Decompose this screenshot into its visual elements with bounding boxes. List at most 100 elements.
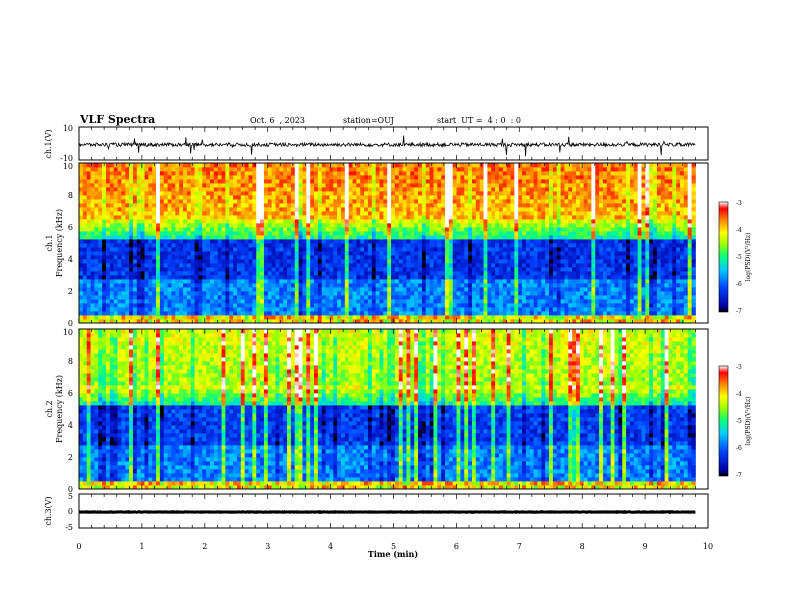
spectrogram-cell <box>683 303 689 308</box>
spectrogram-cell <box>229 259 234 264</box>
spectrogram-cell <box>391 215 396 220</box>
spectrogram-cell <box>213 315 219 320</box>
spectrogram-cell <box>310 315 315 320</box>
spectrogram-cell <box>344 279 350 284</box>
spectrogram-cell <box>560 231 565 236</box>
spectrogram-cell <box>183 287 188 292</box>
spectrogram-cell <box>445 247 450 252</box>
spectrogram-cell <box>599 279 604 284</box>
spectrogram-cell <box>383 227 388 232</box>
spectrogram-cell <box>183 299 188 304</box>
spectrogram-cell <box>564 307 569 312</box>
spectrogram-cell <box>421 315 427 320</box>
spectrogram-cell <box>360 247 365 252</box>
spectrogram-cell <box>468 283 473 288</box>
spectrogram-cell <box>302 263 307 268</box>
spectrogram-cell <box>676 211 681 216</box>
spectrogram-cell <box>109 235 115 240</box>
spectrogram-cell <box>240 259 246 264</box>
spectrogram-cell <box>136 267 142 272</box>
spectrogram-cell <box>159 211 165 216</box>
spectrogram-cell <box>568 287 573 292</box>
spectrogram-cell <box>468 271 473 276</box>
spectrogram-cell <box>660 299 665 304</box>
spectrogram-cell <box>583 299 588 304</box>
spectrogram-cell <box>117 287 122 292</box>
spectrogram-cell <box>579 291 585 296</box>
spectrogram-cell <box>156 203 161 208</box>
spectrogram-cell <box>495 291 500 296</box>
spectrogram-cell <box>653 243 658 248</box>
spectrogram-cell <box>556 307 561 312</box>
spectrogram-cell <box>333 299 338 304</box>
spectrogram-cell <box>448 211 454 216</box>
spectrogram-cell <box>421 311 427 316</box>
spectrogram-cell <box>229 307 234 312</box>
spectrogram-cell <box>290 279 296 284</box>
spectrogram-cell <box>575 291 581 296</box>
spectrogram-cell <box>367 215 373 220</box>
spectrogram-cell <box>595 303 600 308</box>
spectrogram-cell <box>491 267 496 272</box>
spectrogram-cell <box>410 247 415 252</box>
spectrogram-cell <box>491 223 496 228</box>
spectrogram-cell <box>190 319 195 324</box>
spectrogram-cell <box>672 235 677 240</box>
spectrogram-cell <box>506 263 511 268</box>
spectrogram-cell <box>102 235 107 240</box>
spectrogram-cell <box>514 263 519 268</box>
spectrogram-cell <box>460 271 465 276</box>
spectrogram-cell <box>287 279 292 284</box>
spectrogram-cell <box>583 235 588 240</box>
spectrogram-cell <box>298 263 303 268</box>
spectrogram-cell <box>279 231 284 236</box>
spectrogram-cell <box>298 227 303 232</box>
spectrogram-cell <box>287 231 292 236</box>
spectrogram-cell <box>364 211 369 216</box>
spectrogram-cell <box>260 243 265 248</box>
spectrogram-cell <box>649 223 654 228</box>
spectrogram-cell <box>148 307 153 312</box>
spectrogram-cell <box>375 295 380 300</box>
spectrogram-cell <box>464 299 469 304</box>
spectrogram-cell <box>471 231 477 236</box>
spectrogram-cell <box>626 307 631 312</box>
spectrogram-cell <box>464 259 469 264</box>
spectrogram-cell <box>479 315 484 320</box>
spectrogram-cell <box>495 235 500 240</box>
spectrogram-cell <box>175 223 180 228</box>
spectrogram-cell <box>221 303 226 308</box>
spectrogram-cell <box>279 247 284 252</box>
spectrogram-cell <box>256 275 261 280</box>
spectrogram-cell <box>564 271 569 276</box>
spectrogram-cell <box>633 295 639 300</box>
spectrogram-cell <box>121 247 126 252</box>
spectrogram-cell <box>433 315 438 320</box>
spectrogram-cell <box>549 239 554 244</box>
spectrogram-cell <box>387 295 392 300</box>
spectrogram-cell <box>599 311 604 316</box>
spectrogram-cell <box>414 295 419 300</box>
spectrogram-cell <box>618 303 623 308</box>
spectrogram-cell <box>129 199 134 204</box>
spectrogram-cell <box>186 275 192 280</box>
spectrogram-cell <box>418 239 423 244</box>
spectrogram-cell <box>537 211 542 216</box>
spectrogram-cell <box>680 235 685 240</box>
spectrogram-cell <box>213 219 219 224</box>
ch1-spectrogram-panel: 0 2 4 6 8 10 ch.1Frequency (kHz) -3 -4 -… <box>45 162 752 328</box>
spectrogram-cell <box>352 247 357 252</box>
spectrogram-cell <box>487 319 492 324</box>
spectrogram-cell <box>314 227 319 232</box>
spectrogram-cell <box>421 235 427 240</box>
spectrogram-cell <box>113 315 118 320</box>
spectrogram-cell <box>537 315 542 320</box>
spectrogram-cell <box>545 263 550 268</box>
spectrogram-cell <box>614 275 619 280</box>
spectrogram-cell <box>298 319 303 324</box>
spectrogram-cell <box>198 315 203 320</box>
spectrogram-cell <box>491 231 496 236</box>
spectrogram-cell <box>129 235 134 240</box>
spectrogram-cell <box>125 207 130 212</box>
spectrogram-cell <box>545 267 550 272</box>
